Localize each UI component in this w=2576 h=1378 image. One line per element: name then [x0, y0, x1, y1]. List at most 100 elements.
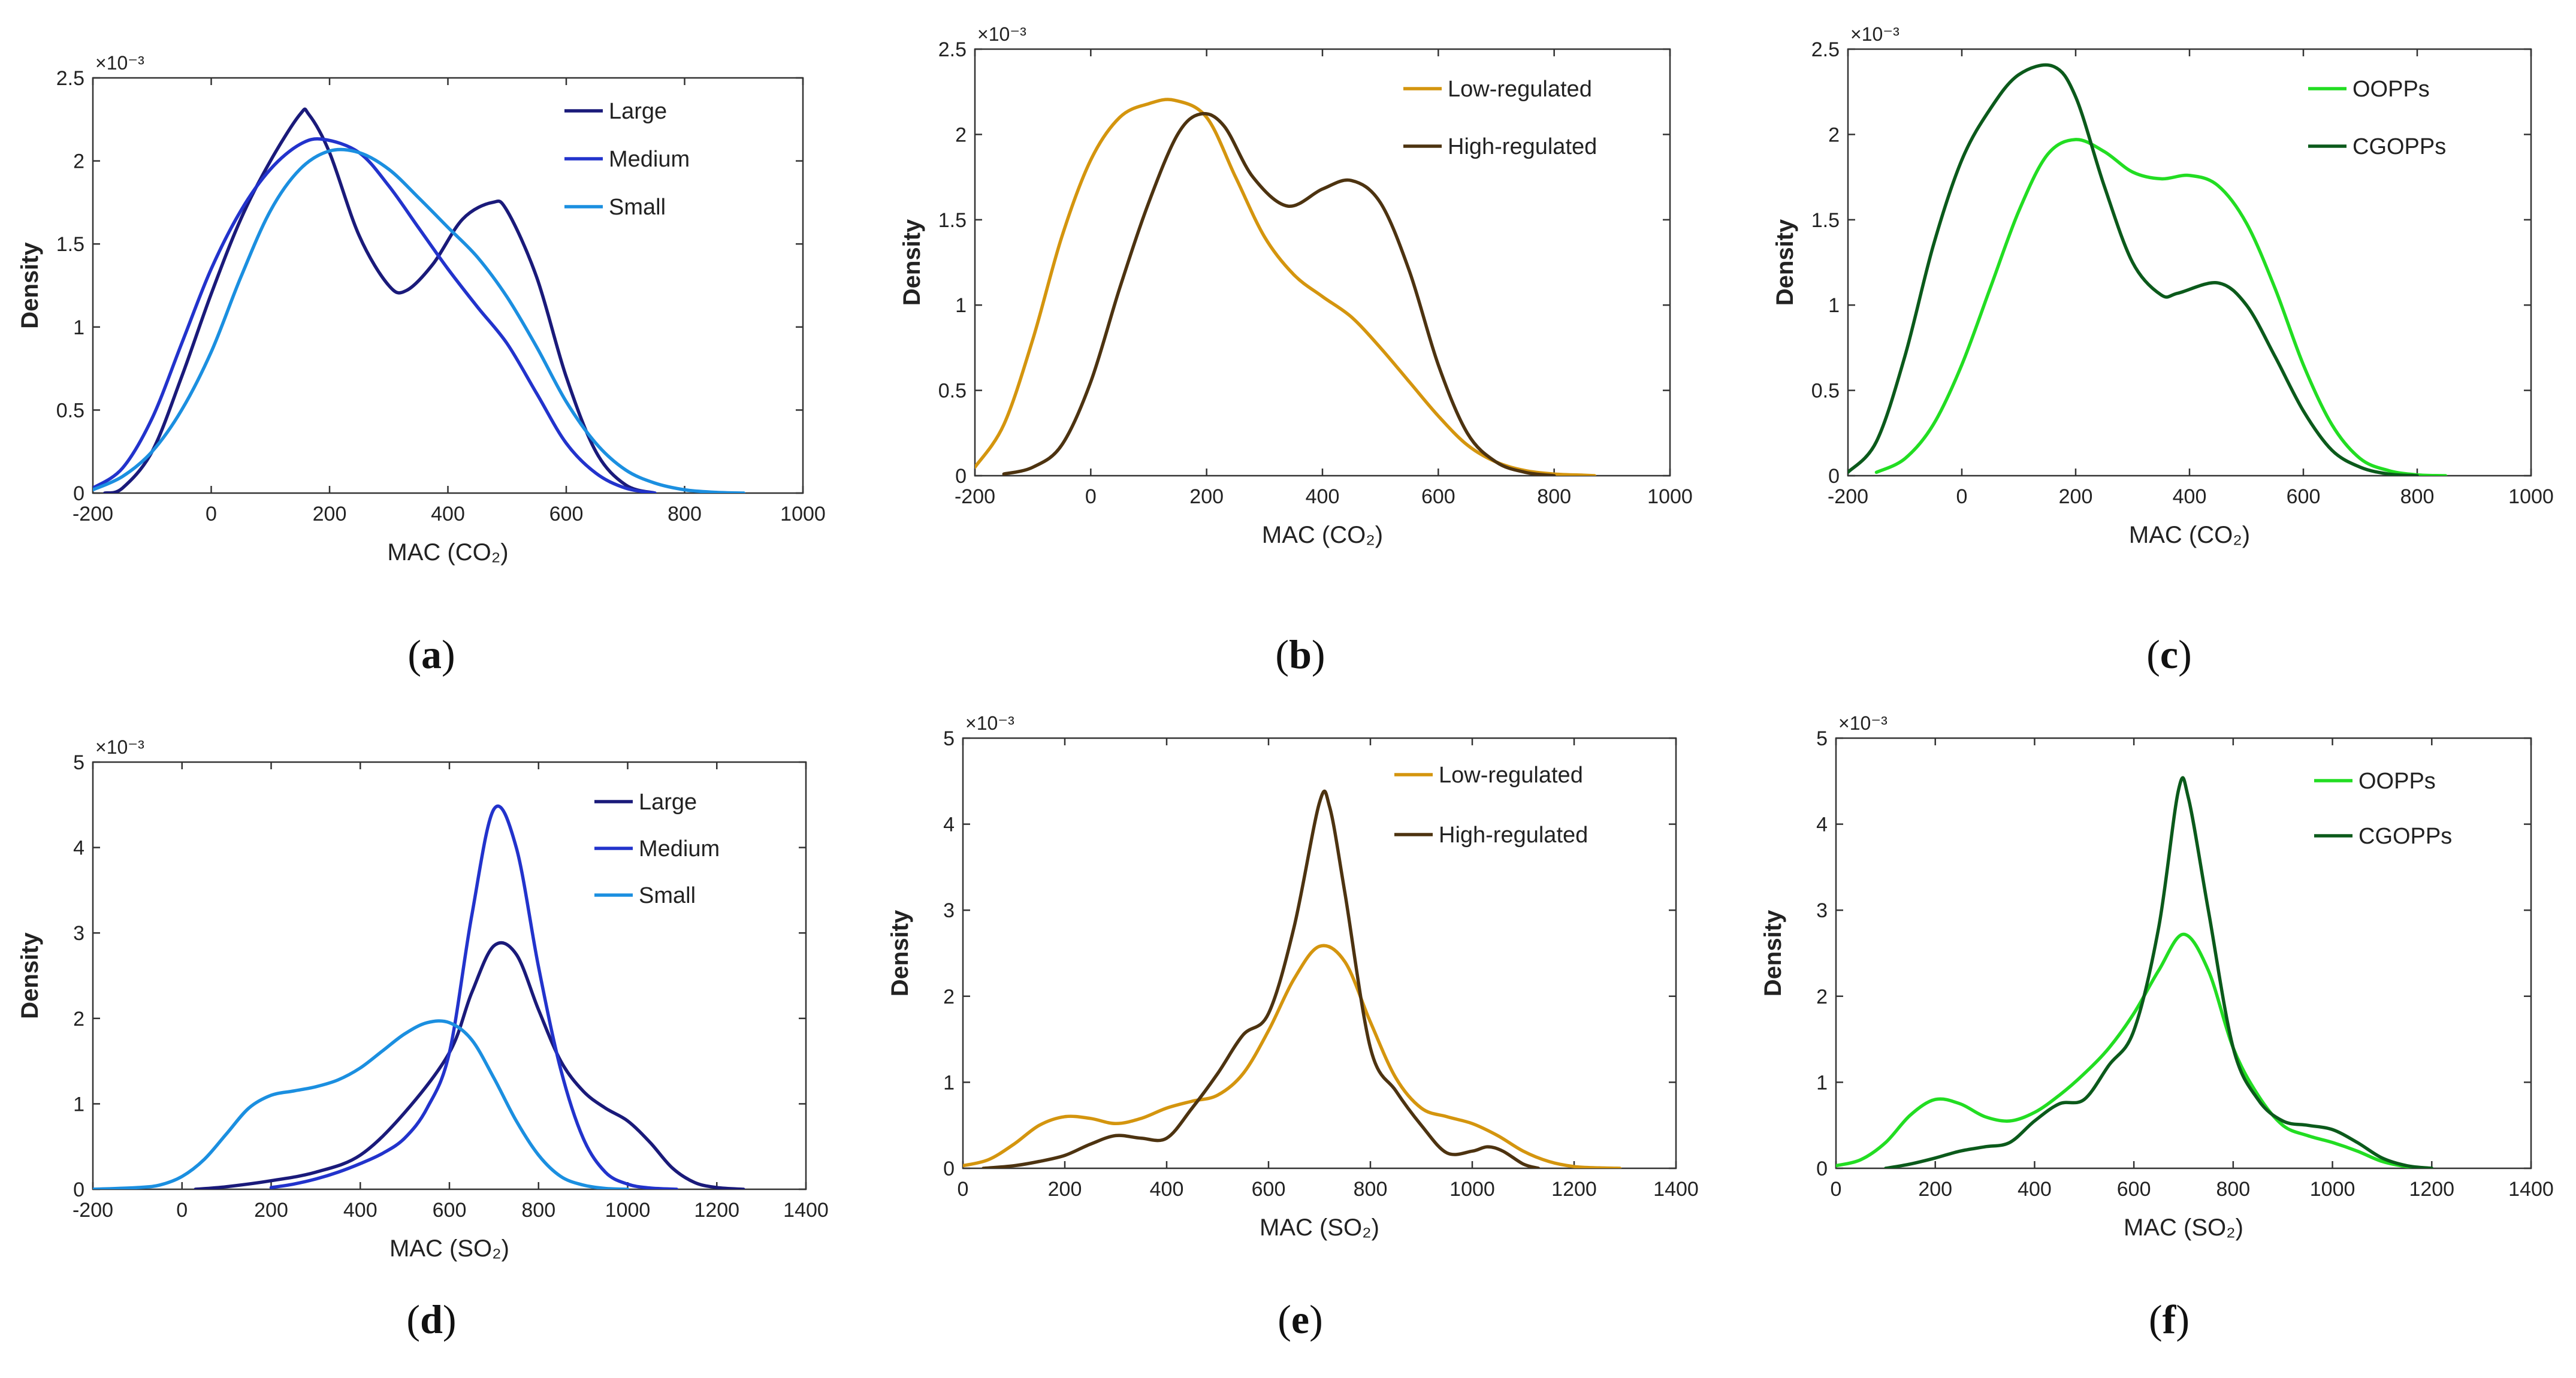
- legend: Large Medium Small: [564, 99, 690, 220]
- y-axis-label: Density: [17, 932, 43, 1019]
- x-tick-label: 0: [1085, 485, 1097, 508]
- plot-area: [93, 107, 746, 493]
- y-tick-label: 0: [73, 1178, 84, 1201]
- y-tick-label: 4: [73, 837, 84, 860]
- x-axis-label: MAC (CO₂): [387, 539, 508, 566]
- x-tick-label: 1000: [605, 1199, 651, 1222]
- y-tick-label: 1.5: [938, 209, 967, 232]
- x-tick-label: 200: [2059, 485, 2093, 508]
- panel-label: (b): [1275, 631, 1325, 677]
- x-tick-label: 1200: [694, 1199, 739, 1222]
- x-tick-label: 400: [2018, 1178, 2052, 1201]
- x-tick-label: 200: [313, 503, 347, 525]
- x-tick-label: 1200: [2409, 1178, 2454, 1201]
- x-tick-label: 400: [343, 1199, 378, 1222]
- panel-label: (f): [2149, 1297, 2190, 1342]
- x-axis-label: MAC (SO₂): [1260, 1214, 1379, 1241]
- x-tick-label: -200: [73, 1199, 113, 1222]
- y-tick-label: 3: [1816, 899, 1828, 922]
- x-tick-label: 800: [2400, 485, 2435, 508]
- x-tick-label: 200: [1918, 1178, 1952, 1201]
- y-tick-label: 5: [73, 751, 84, 774]
- y-exponent-label: ×10⁻³: [1850, 23, 1899, 45]
- y-tick-label: 0: [1828, 465, 1840, 488]
- y-tick-label: 0: [955, 465, 967, 488]
- legend-entry: High-regulated: [1439, 823, 1588, 848]
- x-tick-label: 0: [958, 1178, 969, 1201]
- plot-area: [1836, 776, 2434, 1168]
- x-tick-label: 0: [176, 1199, 188, 1222]
- legend-entry: Large: [639, 790, 697, 815]
- x-tick-label: 400: [431, 503, 465, 525]
- x-tick-label: 600: [549, 503, 584, 525]
- axes-box: [1835, 737, 2532, 1170]
- x-tick-label: 1000: [1647, 485, 1693, 508]
- x-tick-label: 400: [1150, 1178, 1184, 1201]
- y-exponent-label: ×10⁻³: [965, 712, 1014, 734]
- y-exponent-label: ×10⁻³: [95, 52, 144, 74]
- y-tick-label: 4: [1816, 814, 1828, 836]
- plot-area: [975, 98, 1597, 476]
- x-tick-label: 0: [206, 503, 217, 525]
- plot-area: [1848, 63, 2448, 476]
- x-tick-label: 0: [1956, 485, 1968, 508]
- y-tick-label: 5: [1816, 727, 1828, 750]
- y-tick-label: 3: [73, 922, 84, 945]
- y-tick-label: 4: [943, 814, 955, 836]
- y-tick-label: 2: [1828, 123, 1840, 146]
- legend: Low-regulated High-regulated: [1394, 763, 1588, 848]
- y-tick-label: 2.5: [938, 38, 967, 61]
- x-axis-label: MAC (CO₂): [2129, 522, 2250, 548]
- legend-entry: OOPPs: [2358, 769, 2436, 794]
- y-axis-label: Density: [1760, 909, 1786, 996]
- y-tick-label: 0: [1816, 1158, 1828, 1180]
- axes-box: [962, 737, 1677, 1170]
- legend-entry: Low-regulated: [1439, 763, 1583, 788]
- x-tick-label: 800: [1354, 1178, 1388, 1201]
- legend-entry: Medium: [639, 836, 720, 862]
- legend-entry: OOPPs: [2352, 77, 2430, 102]
- series-line-low-regulated: [963, 944, 1622, 1168]
- x-tick-label: 1000: [2508, 485, 2554, 508]
- x-tick-label: 1200: [1551, 1178, 1597, 1201]
- panel-f: 0 200 400 600 800 1000 1200 1400 0 1 2 3 4 5 ×10⁻³ MAC …: [1760, 712, 2554, 1342]
- y-tick-label: 2: [1816, 986, 1828, 1008]
- x-axis-label: MAC (SO₂): [389, 1235, 509, 1262]
- y-tick-label: 0.5: [1811, 380, 1840, 403]
- x-tick-label: 800: [668, 503, 702, 525]
- y-tick-label: 1: [1828, 294, 1840, 317]
- series-line-small: [93, 147, 746, 493]
- legend: Large Medium Small: [594, 790, 720, 908]
- x-tick-label: 1400: [783, 1199, 829, 1222]
- y-tick-label: 0: [943, 1158, 955, 1180]
- x-tick-label: -200: [73, 503, 113, 525]
- legend: Low-regulated High-regulated: [1403, 77, 1597, 159]
- panel-a: -200 0 200 400 600 800 100000.511.522.5×10⁻³MA…: [17, 52, 826, 677]
- panel-e: 0 200 400 600 800 1000 1200 1400 0 1 2 3 4 5 ×10⁻³ MAC …: [887, 712, 1699, 1342]
- legend-entry: Small: [609, 195, 666, 220]
- y-axis-label: Density: [1772, 219, 1798, 306]
- y-tick-label: 0.5: [938, 380, 967, 403]
- y-tick-label: 5: [943, 727, 955, 750]
- x-tick-label: 200: [254, 1199, 288, 1222]
- x-tick-label: 0: [1831, 1178, 1842, 1201]
- y-axis-label: Density: [17, 242, 43, 329]
- panel-d: -200 0 200 400 600 800 1000 1200 1400012345×10⁻³…: [17, 736, 829, 1342]
- y-tick-label: 3: [943, 899, 955, 922]
- panel-label: (c): [2146, 631, 2192, 677]
- x-tick-label: 400: [1306, 485, 1340, 508]
- y-tick-label: 2.5: [56, 67, 84, 90]
- y-exponent-label: ×10⁻³: [1838, 712, 1888, 734]
- panel-c: -200 0 200 400 600 800 100000.511.522.5×10⁻³MA…: [1772, 23, 2554, 677]
- y-tick-label: 1: [1816, 1071, 1828, 1094]
- series-line-high-regulated: [1002, 111, 1556, 476]
- x-tick-label: 200: [1048, 1178, 1082, 1201]
- legend-entry: Small: [639, 883, 696, 908]
- x-tick-label: 400: [2173, 485, 2207, 508]
- x-tick-label: 600: [1421, 485, 1455, 508]
- y-tick-label: 2.5: [1811, 38, 1840, 61]
- y-tick-label: 2: [955, 123, 967, 146]
- x-tick-label: 1000: [780, 503, 826, 525]
